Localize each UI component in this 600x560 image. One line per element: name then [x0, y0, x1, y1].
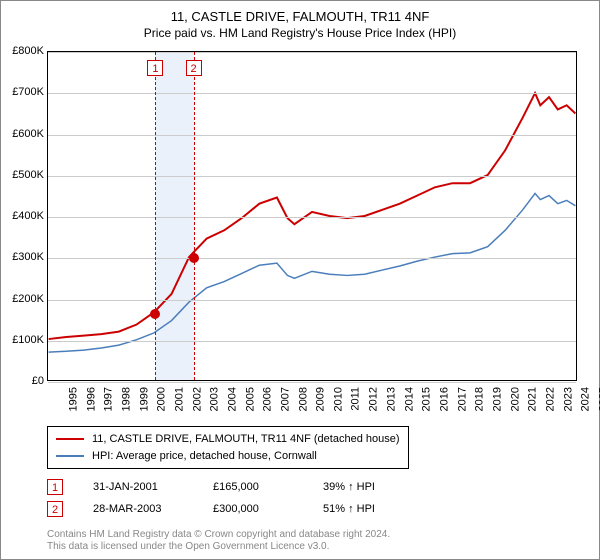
x-tick-label: 2014: [403, 387, 415, 411]
x-tick-label: 2004: [226, 387, 238, 411]
x-tick-label: 2024: [580, 387, 592, 411]
x-tick-label: 2012: [368, 387, 380, 411]
plot-area: 12: [47, 51, 577, 381]
legend-item: HPI: Average price, detached house, Corn…: [56, 448, 400, 465]
sales-table: 1 31-JAN-2001 £165,000 39% ↑ HPI 2 28-MA…: [47, 476, 375, 520]
sale-point-icon: [189, 253, 199, 263]
sale-marker-box: 2: [186, 60, 202, 76]
y-tick-label: £600K: [4, 128, 44, 140]
sale-marker-icon: 1: [47, 479, 63, 495]
x-tick-label: 2016: [438, 387, 450, 411]
chart-subtitle: Price paid vs. HM Land Registry's House …: [1, 26, 599, 46]
sale-marker-line: [155, 52, 156, 380]
x-tick-label: 2023: [562, 387, 574, 411]
x-tick-label: 2018: [474, 387, 486, 411]
y-tick-label: £0: [4, 375, 44, 387]
attribution-line: This data is licensed under the Open Gov…: [47, 541, 390, 553]
sale-point-icon: [150, 309, 160, 319]
x-tick-label: 2002: [191, 387, 203, 411]
sale-marker-line: [194, 52, 195, 380]
x-tick-label: 2015: [421, 387, 433, 411]
line-series-svg: [48, 52, 576, 380]
x-tick-label: 2011: [349, 387, 361, 411]
x-tick-label: 2005: [244, 387, 256, 411]
legend-label: 11, CASTLE DRIVE, FALMOUTH, TR11 4NF (de…: [92, 431, 400, 448]
attribution: Contains HM Land Registry data © Crown c…: [47, 529, 390, 553]
sale-delta: 51% ↑ HPI: [323, 503, 375, 515]
sale-row: 2 28-MAR-2003 £300,000 51% ↑ HPI: [47, 498, 375, 520]
chart-container: 11, CASTLE DRIVE, FALMOUTH, TR11 4NF Pri…: [0, 0, 600, 560]
sale-date: 28-MAR-2003: [93, 503, 183, 515]
sale-price: £165,000: [213, 481, 293, 493]
x-tick-label: 2021: [527, 387, 539, 411]
x-tick-label: 2017: [456, 387, 468, 411]
y-tick-label: £800K: [4, 45, 44, 57]
y-tick-label: £700K: [4, 86, 44, 98]
attribution-line: Contains HM Land Registry data © Crown c…: [47, 529, 390, 541]
legend-swatch: [56, 438, 84, 440]
sale-date: 31-JAN-2001: [93, 481, 183, 493]
legend-label: HPI: Average price, detached house, Corn…: [92, 448, 317, 465]
chart-title: 11, CASTLE DRIVE, FALMOUTH, TR11 4NF: [1, 1, 599, 26]
y-tick-label: £100K: [4, 334, 44, 346]
x-tick-label: 1995: [67, 387, 79, 411]
sale-marker-icon: 2: [47, 501, 63, 517]
x-tick-label: 2008: [297, 387, 309, 411]
x-tick-label: 1997: [103, 387, 115, 411]
legend-item: 11, CASTLE DRIVE, FALMOUTH, TR11 4NF (de…: [56, 431, 400, 448]
legend-swatch: [56, 455, 84, 457]
y-tick-label: £300K: [4, 251, 44, 263]
x-tick-label: 1996: [85, 387, 97, 411]
y-tick-label: £400K: [4, 210, 44, 222]
y-tick-label: £500K: [4, 169, 44, 181]
sale-delta: 39% ↑ HPI: [323, 481, 375, 493]
y-tick-label: £200K: [4, 293, 44, 305]
legend: 11, CASTLE DRIVE, FALMOUTH, TR11 4NF (de…: [47, 426, 409, 469]
x-tick-label: 1999: [138, 387, 150, 411]
x-tick-label: 2007: [279, 387, 291, 411]
x-tick-label: 2019: [491, 387, 503, 411]
x-tick-label: 2006: [262, 387, 274, 411]
x-tick-label: 2022: [544, 387, 556, 411]
x-tick-label: 2000: [156, 387, 168, 411]
x-tick-label: 2003: [209, 387, 221, 411]
x-tick-label: 2009: [315, 387, 327, 411]
x-tick-label: 2010: [332, 387, 344, 411]
sale-marker-box: 1: [147, 60, 163, 76]
x-tick-label: 2001: [173, 387, 185, 411]
x-tick-label: 2013: [385, 387, 397, 411]
sale-row: 1 31-JAN-2001 £165,000 39% ↑ HPI: [47, 476, 375, 498]
sale-price: £300,000: [213, 503, 293, 515]
x-tick-label: 1998: [120, 387, 132, 411]
x-tick-label: 2020: [509, 387, 521, 411]
